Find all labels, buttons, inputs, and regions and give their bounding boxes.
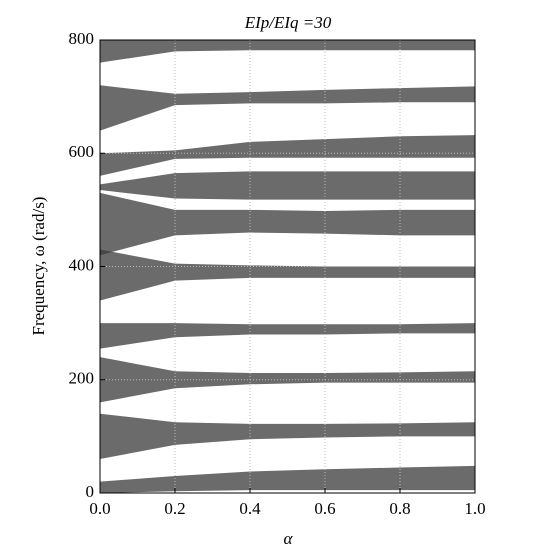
spectrum-band — [100, 85, 475, 131]
spectrum-band — [100, 323, 475, 349]
x-axis-label: α — [284, 529, 294, 548]
spectrum-band — [100, 357, 475, 403]
spectrum-band — [100, 135, 475, 176]
chart-title: EIp/EIq =30 — [244, 13, 332, 32]
y-tick-label: 200 — [69, 369, 95, 388]
x-tick-label: 0.0 — [89, 499, 110, 518]
y-tick-label: 800 — [69, 29, 95, 48]
x-tick-label: 0.8 — [389, 499, 410, 518]
y-tick-label: 600 — [69, 142, 95, 161]
y-axis-label: Frequency, ω (rad/s) — [29, 197, 48, 336]
spectrum-band — [100, 40, 475, 63]
spectrum-band — [100, 171, 475, 200]
x-tick-label: 1.0 — [464, 499, 485, 518]
spectrum-band — [100, 413, 475, 460]
x-tick-label: 0.6 — [314, 499, 335, 518]
spectrum-band — [100, 192, 475, 256]
plot-frame — [99, 39, 476, 494]
x-tick-label: 0.4 — [239, 499, 261, 518]
spectrum-band — [100, 465, 475, 493]
y-tick-label: 400 — [69, 255, 95, 274]
spectrum-band — [100, 249, 475, 301]
y-tick-label: 0 — [86, 482, 95, 501]
x-tick-label: 0.2 — [164, 499, 185, 518]
